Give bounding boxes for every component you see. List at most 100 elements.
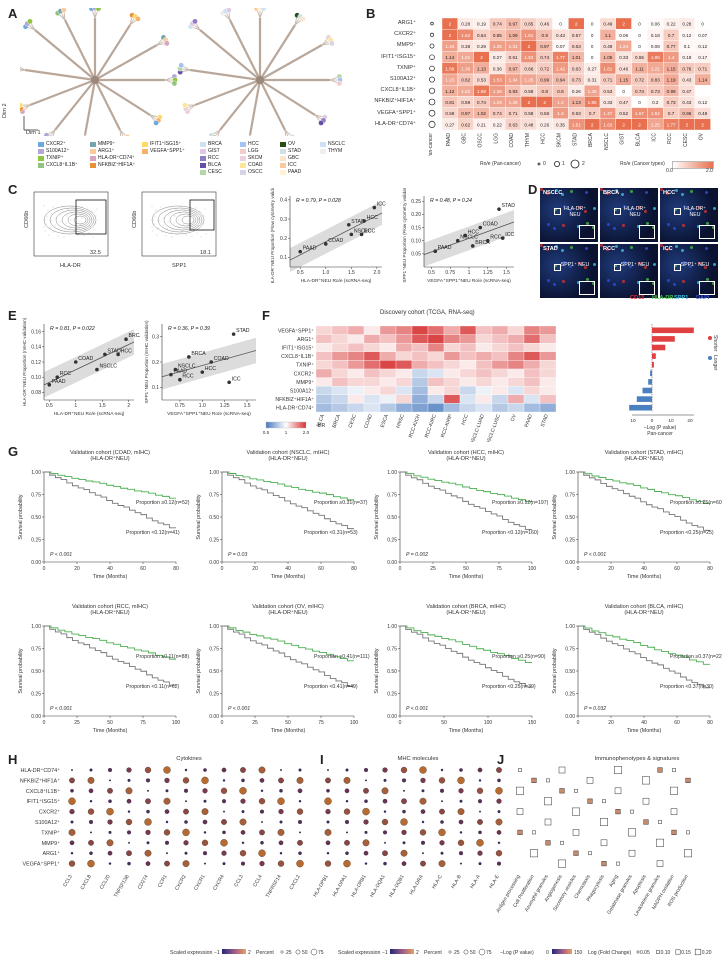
heat-b-val-4-8: 0.63 <box>572 66 581 71</box>
legend-pan-circles <box>537 159 580 169</box>
flow-dot-37 <box>200 236 202 238</box>
cell-dot <box>546 192 549 195</box>
tree-subsets <box>20 8 178 136</box>
heat-b-val-2-12: 0 <box>638 44 641 49</box>
h-dot-2-11 <box>279 789 283 793</box>
heat-b-val-3-0: 1.14 <box>445 55 454 60</box>
legend-label: COAD <box>248 162 263 168</box>
km-ylabel: Survival probability <box>374 494 380 540</box>
km-xtick-3: 60 <box>674 566 680 572</box>
i-dot-1-2 <box>365 779 367 782</box>
heat-f-cell-6-9 <box>459 377 477 387</box>
heat-b-col-paad: PAAD <box>446 133 452 147</box>
cell-dot <box>667 223 670 226</box>
km-title: Validation cohort (OV, mIHC) <box>252 604 324 610</box>
heat-f-cell-7-6 <box>411 386 429 395</box>
heat-b-val-7-5: 2 <box>528 100 531 105</box>
heat-f-cell-4-6 <box>411 360 429 370</box>
heat-f-cell-7-0 <box>315 386 333 395</box>
h-dot-2-10 <box>260 789 264 793</box>
heat-b-col-cesc: CESC <box>683 133 689 147</box>
h-expr-label: Scaled expression <box>170 950 213 956</box>
y-tick-label-4: 0.25 <box>411 199 421 205</box>
km-pvalue: P < 0.001 <box>50 706 72 712</box>
h-dot-7-0 <box>69 840 75 846</box>
x-tick-label-3: 2.0 <box>373 270 380 276</box>
flow-dot-47 <box>77 234 79 236</box>
flow-plot-hla-dr <box>33 191 109 257</box>
heat-f-cell-5-1 <box>331 368 349 378</box>
j-cell-5-10 <box>658 820 662 824</box>
heat-f-cell-3-10 <box>475 351 493 361</box>
flow-dot-14 <box>174 215 176 217</box>
heat-b-val-3-3: 0.27 <box>493 55 502 60</box>
km-ytick-4: 1.00 <box>209 624 219 630</box>
h-dot-3-4 <box>145 798 151 805</box>
flow-contour-3 <box>169 211 199 229</box>
legend-item-brca: BRCA <box>200 141 222 147</box>
i-dot-6-4 <box>401 829 407 835</box>
heat-f-cell-6-0 <box>315 377 333 387</box>
h-dot-9-7 <box>204 862 206 865</box>
j-cell-4-4 <box>572 807 580 816</box>
flow-dot-14 <box>66 215 68 217</box>
h-dot-1-8 <box>222 779 226 782</box>
heat-b-val-6-13: 0.73 <box>651 89 660 94</box>
flow-dot-59 <box>81 206 83 208</box>
heat-b-val-2-11: 1.24 <box>619 44 628 49</box>
km-xtick-2: 50 <box>463 566 469 572</box>
km-ytick-1: 0.25 <box>209 537 219 543</box>
heat-b-val-1-13: 0.18 <box>651 33 660 38</box>
flow-dot-6 <box>45 223 47 225</box>
heat-b-val-2-4: 1.31 <box>509 44 518 49</box>
km-pvalue: P = 0.03 <box>228 552 247 558</box>
flow-dot-39 <box>56 210 58 212</box>
cell-dot <box>623 205 626 208</box>
heat-f-cell-0-11 <box>491 325 509 335</box>
flow-dot-58 <box>44 219 46 221</box>
heat-f-cell-0-2 <box>347 325 365 335</box>
km-title: Validation cohort (BRCA, mIHC) <box>426 604 506 610</box>
tree2-node-3-2 <box>208 132 215 136</box>
point-paad <box>433 249 438 254</box>
h-dot-5-4 <box>144 818 152 826</box>
panel-b-heatmap: 2 0.28 0.19 0.74 0.97 0.65 0.46 0 2 0 0.49 2 0 0.06 0.… <box>428 17 711 156</box>
flow-dot-34 <box>199 211 201 213</box>
km-curve-low <box>44 471 176 529</box>
j-cell-1-2 <box>546 778 550 783</box>
heat-f-row-s100a12: S100A12⁺ <box>290 389 314 395</box>
cell-dot <box>553 227 556 230</box>
i-dot-6-5 <box>419 829 427 836</box>
heat-b-col-gist: GIST <box>620 133 626 145</box>
heat-f-cell-4-5 <box>395 360 413 370</box>
km-xlabel: Time (Months) <box>93 574 128 580</box>
y-tick-label-2: 0.15 <box>411 225 421 231</box>
x-tick-label-2: 1.5 <box>99 403 106 409</box>
scatter-ylabel: HLA-DR⁺NEU Proportion (mIHC validation) <box>22 317 27 406</box>
legend-swatch <box>200 148 206 154</box>
tree1-node-0-2 <box>27 18 33 25</box>
heat-f-cell-1-0 <box>315 334 333 344</box>
flow1-xlabel: HLA-DR <box>60 263 81 269</box>
i-dot-8-0 <box>326 851 330 855</box>
flow-dot-11 <box>65 222 67 224</box>
heat-b-val-7-16: 0.12 <box>698 100 707 105</box>
km-subtitle: (HLA-DR⁺NEU) <box>90 609 129 616</box>
h-dot-8-10 <box>258 849 266 857</box>
heat-f-cell-0-5 <box>395 325 413 335</box>
i-dot-3-4 <box>401 798 407 805</box>
heat-f-cell-2-11 <box>491 343 509 352</box>
flow-dot-11 <box>173 222 175 224</box>
heat-b-val-0-9: 0 <box>591 22 594 27</box>
i-pct-label: Percent <box>424 950 442 956</box>
point-label-hcc: HCC <box>205 366 216 372</box>
heat-f-col-blca: BLCA <box>316 413 326 428</box>
flow-dot-40 <box>93 229 95 231</box>
km-ylabel: Survival probability <box>18 648 24 694</box>
heat-f-cell-8-10 <box>475 394 493 404</box>
flow-contour-0 <box>151 205 205 235</box>
panel-letter-b: B <box>366 6 376 21</box>
flow-dot-32 <box>72 205 74 207</box>
tile-cell-label: SPP1⁺ NEU <box>620 262 650 268</box>
flow-dot-24 <box>159 213 161 215</box>
